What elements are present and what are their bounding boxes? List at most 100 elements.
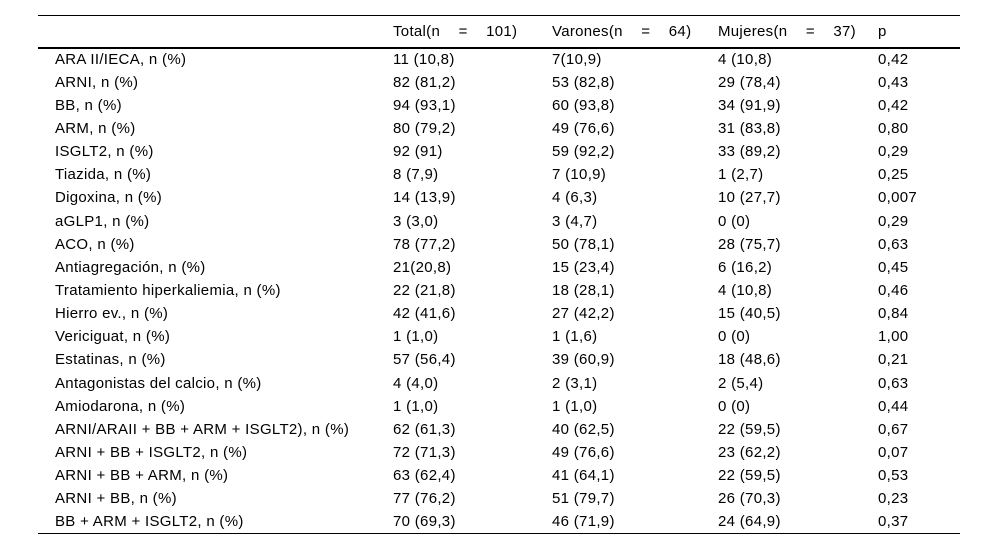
row-label-cell: ARM, n (%)	[55, 119, 136, 137]
mujeres-cell: 29 (78,4)	[718, 73, 781, 91]
varones-cell: 59 (92,2)	[552, 143, 615, 161]
row-label-cell: ARNI/ARAII + BB + ARM + ISGLT2), n (%)	[55, 420, 350, 438]
p-value-cell: 0,21	[878, 351, 909, 369]
varones-cell: 60 (93,8)	[552, 96, 615, 114]
row-label-cell: ARNI, n (%)	[55, 73, 139, 91]
row-label-cell: Tiazida, n (%)	[55, 166, 152, 184]
row-label-cell: ARNI + BB + ARM, n (%)	[55, 467, 229, 485]
total-cell: 42 (41,6)	[393, 305, 456, 323]
table-row: BB + ARM + ISGLT2, n (%) 70 (69,3) 46 (71,…	[38, 510, 960, 533]
mujeres-cell: 24 (64,9)	[718, 513, 781, 531]
p-value-cell: 0,42	[878, 96, 909, 114]
varones-cell: 46 (71,9)	[552, 513, 615, 531]
varones-cell: 41 (64,1)	[552, 467, 615, 485]
total-cell: 57 (56,4)	[393, 351, 456, 369]
p-value-cell: 0,007	[878, 189, 918, 207]
treatment-table-container: Total(n = 101) Varones(n = 64) Mujeres(n…	[38, 15, 960, 534]
total-cell: 1 (1,0)	[393, 328, 439, 346]
total-cell: 92 (91)	[393, 143, 443, 161]
table-row: Estatinas, n (%) 57 (56,4) 39 (60,9) 18 (48…	[38, 348, 960, 371]
mujeres-cell: 26 (70,3)	[718, 490, 781, 508]
row-label-cell: Estatinas, n (%)	[55, 351, 166, 369]
total-cell: 62 (61,3)	[393, 420, 456, 438]
total-cell: 78 (77,2)	[393, 235, 456, 253]
total-cell: 80 (79,2)	[393, 119, 456, 137]
p-value-cell: 0,63	[878, 235, 909, 253]
total-cell: 77 (76,2)	[393, 490, 456, 508]
row-label-cell: ARNI + BB + ISGLT2, n (%)	[55, 443, 248, 461]
varones-cell: 49 (76,6)	[552, 119, 615, 137]
p-value-cell: 0,07	[878, 443, 909, 461]
row-label-cell: aGLP1, n (%)	[55, 212, 150, 230]
mujeres-cell: 34 (91,9)	[718, 96, 781, 114]
row-label-cell: Vericiguat, n (%)	[55, 328, 171, 346]
table-row: Hierro ev., n (%) 42 (41,6) 27 (42,2) 15 (4…	[38, 302, 960, 325]
table-row: Antiagregación, n (%) 21(20,8) 15 (23,4) 6 …	[38, 256, 960, 279]
header-row: Total(n = 101) Varones(n = 64) Mujeres(n…	[38, 16, 960, 48]
header-p-value: p	[878, 22, 887, 40]
table-row: ARNI, n (%) 82 (81,2) 53 (82,8) 29 (78,4) 0,…	[38, 71, 960, 94]
table-row: ISGLT2, n (%) 92 (91) 59 (92,2) 33 (89,2) 0,…	[38, 140, 960, 163]
row-label-cell: Hierro ev., n (%)	[55, 305, 169, 323]
p-value-cell: 0,53	[878, 467, 909, 485]
varones-cell: 39 (60,9)	[552, 351, 615, 369]
varones-cell: 18 (28,1)	[552, 281, 615, 299]
varones-cell: 15 (23,4)	[552, 258, 615, 276]
varones-cell: 2 (3,1)	[552, 374, 598, 392]
row-label-cell: Antagonistas del calcio, n (%)	[55, 374, 262, 392]
row-label-cell: Digoxina, n (%)	[55, 189, 163, 207]
mujeres-cell: 0 (0)	[718, 212, 751, 230]
table-row: Vericiguat, n (%) 1 (1,0) 1 (1,6) 0 (0) 1,00	[38, 325, 960, 348]
header-total: Total(n = 101)	[393, 22, 518, 40]
total-cell: 4 (4,0)	[393, 374, 439, 392]
table-row: Digoxina, n (%) 14 (13,9) 4 (6,3) 10 (27,7)…	[38, 186, 960, 209]
varones-cell: 53 (82,8)	[552, 73, 615, 91]
p-value-cell: 0,43	[878, 73, 909, 91]
p-value-cell: 0,63	[878, 374, 909, 392]
varones-cell: 3 (4,7)	[552, 212, 598, 230]
varones-cell: 49 (76,6)	[552, 443, 615, 461]
total-cell: 63 (62,4)	[393, 467, 456, 485]
p-value-cell: 0,25	[878, 166, 909, 184]
row-label-cell: BB, n (%)	[55, 96, 122, 114]
row-label-cell: Amiodarona, n (%)	[55, 397, 186, 415]
p-value-cell: 0,46	[878, 281, 909, 299]
table-row: Antagonistas del calcio, n (%) 4 (4,0) 2 (…	[38, 371, 960, 394]
total-cell: 72 (71,3)	[393, 443, 456, 461]
mujeres-cell: 4 (10,8)	[718, 51, 773, 69]
table-row: BB, n (%) 94 (93,1) 60 (93,8) 34 (91,9) 0,42	[38, 94, 960, 117]
p-value-cell: 0,45	[878, 258, 909, 276]
table-row: ACO, n (%) 78 (77,2) 50 (78,1) 28 (75,7) 0,6…	[38, 233, 960, 256]
row-label-cell: ARNI + BB, n (%)	[55, 490, 177, 508]
p-value-cell: 0,80	[878, 119, 909, 137]
total-cell: 94 (93,1)	[393, 96, 456, 114]
table-row: ARNI + BB + ARM, n (%) 63 (62,4) 41 (64,1)…	[38, 464, 960, 487]
table-row: Amiodarona, n (%) 1 (1,0) 1 (1,0) 0 (0) 0,44	[38, 395, 960, 418]
mujeres-cell: 22 (59,5)	[718, 467, 781, 485]
p-value-cell: 1,00	[878, 328, 909, 346]
mujeres-cell: 23 (62,2)	[718, 443, 781, 461]
header-varones: Varones(n = 64)	[552, 22, 692, 40]
header-empty-cell	[38, 16, 393, 48]
p-value-cell: 0,67	[878, 420, 909, 438]
total-cell: 1 (1,0)	[393, 397, 439, 415]
mujeres-cell: 4 (10,8)	[718, 281, 773, 299]
p-value-cell: 0,42	[878, 51, 909, 69]
table-body: ARA II/IECA, n (%) 11 (10,8) 7(10,9) 4 (10,…	[38, 48, 960, 534]
mujeres-cell: 2 (5,4)	[718, 374, 764, 392]
varones-cell: 4 (6,3)	[552, 189, 598, 207]
p-value-cell: 0,23	[878, 490, 909, 508]
table-row: Tratamiento hiperkaliemia, n (%) 22 (21,8…	[38, 279, 960, 302]
total-cell: 70 (69,3)	[393, 513, 456, 531]
p-value-cell: 0,29	[878, 212, 909, 230]
row-label-cell: ACO, n (%)	[55, 235, 135, 253]
varones-cell: 1 (1,6)	[552, 328, 598, 346]
row-label-cell: BB + ARM + ISGLT2, n (%)	[55, 513, 244, 531]
mujeres-cell: 18 (48,6)	[718, 351, 781, 369]
mujeres-cell: 1 (2,7)	[718, 166, 764, 184]
p-value-cell: 0,29	[878, 143, 909, 161]
mujeres-cell: 28 (75,7)	[718, 235, 781, 253]
table-row: ARM, n (%) 80 (79,2) 49 (76,6) 31 (83,8) 0,8…	[38, 117, 960, 140]
mujeres-cell: 10 (27,7)	[718, 189, 781, 207]
